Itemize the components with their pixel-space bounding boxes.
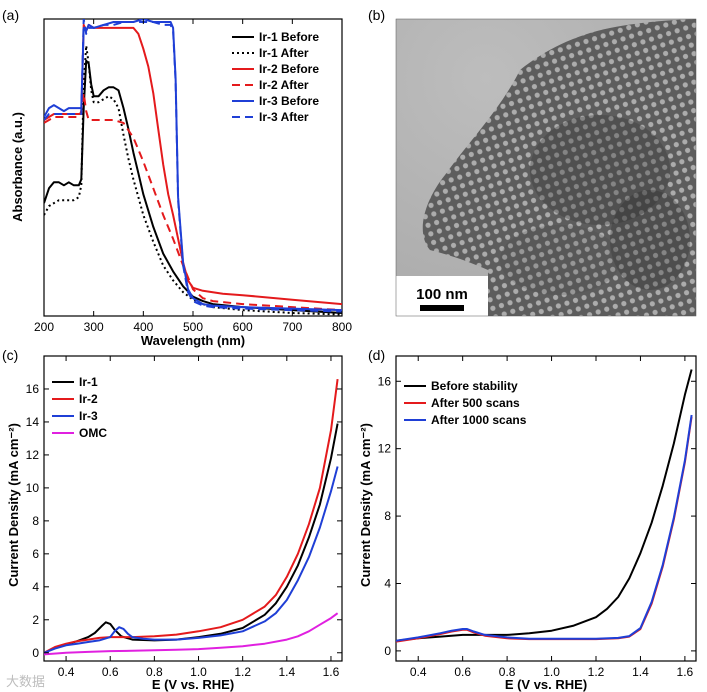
- x-tick-label: 0.8: [499, 665, 516, 679]
- x-tick-label: 600: [233, 320, 253, 334]
- x-tick-label: 800: [332, 320, 352, 334]
- watermark: 大数据: [6, 674, 45, 689]
- legend-label: Ir-1 Before: [259, 30, 319, 44]
- x-tick-label: 1.0: [543, 665, 560, 679]
- series-line-ir-3: [44, 466, 339, 654]
- series-line-ir-1: [44, 423, 339, 654]
- panel-label-c: (c): [2, 347, 18, 363]
- chart-a: 200 300 400 500 600 700 800 Wavelength (nm) Abso…: [10, 18, 352, 348]
- legend-label: Ir-2 After: [259, 78, 309, 92]
- legend-label: OMC: [79, 426, 107, 440]
- y-axis-title: Current Density (mA cm⁻²): [358, 423, 373, 587]
- x-tick-label: 200: [34, 320, 54, 334]
- legend-label: After 500 scans: [431, 396, 520, 410]
- scale-bar: [420, 305, 464, 311]
- legend-label: Ir-2: [79, 392, 98, 406]
- x-tick-label: 0.4: [58, 665, 75, 679]
- y-tick-label: 8: [32, 514, 39, 528]
- legend-label: Ir-3 Before: [259, 94, 319, 108]
- y-axis-title: Current Density (mA cm⁻²): [6, 423, 21, 587]
- series-line-ir-3-after: [44, 19, 342, 313]
- x-tick-label: 300: [84, 320, 104, 334]
- y-tick-label: 14: [26, 415, 40, 429]
- x-axis-title: Wavelength (nm): [141, 333, 245, 348]
- panel-label-d: (d): [368, 347, 385, 363]
- x-axis-title: E (V vs. RHE): [152, 677, 234, 692]
- x-tick-label: 1.2: [588, 665, 605, 679]
- y-tick-label: 10: [26, 481, 40, 495]
- legend-label: Ir-2 Before: [259, 62, 319, 76]
- y-tick-label: 2: [32, 613, 39, 627]
- series-line-ir-2-after: [44, 92, 342, 312]
- x-tick-label: 700: [282, 320, 302, 334]
- series-line-ir-2: [44, 378, 339, 654]
- y-tick-label: 4: [32, 580, 39, 594]
- y-tick-label: 4: [384, 576, 391, 590]
- x-tick-label: 500: [183, 320, 203, 334]
- y-tick-label: 12: [26, 448, 40, 462]
- x-tick-label: 1.6: [677, 665, 694, 679]
- x-tick-label: 1.0: [190, 665, 207, 679]
- x-tick-label: 0.6: [454, 665, 471, 679]
- y-axis-title: Absorbance (a.u.): [10, 112, 25, 222]
- y-tick-label: 6: [32, 547, 39, 561]
- legend-label: After 1000 scans: [431, 413, 527, 427]
- panel-label-b: (b): [368, 7, 385, 23]
- x-tick-label: 400: [133, 320, 153, 334]
- chart-d: 0.4 0.6 0.8 1.0 1.2 1.4 1.6 0 4 8 12 16 E (V vs. RHE…: [358, 355, 697, 692]
- legend-label: Before stability: [431, 379, 518, 393]
- x-tick-label: 1.6: [323, 665, 340, 679]
- panel-label-a: (a): [2, 7, 19, 23]
- y-tick-label: 0: [32, 646, 39, 660]
- series-line-omc: [44, 612, 339, 656]
- y-tick-label: 16: [378, 374, 392, 388]
- legend-label: Ir-3: [79, 409, 98, 423]
- x-tick-label: 0.6: [102, 665, 119, 679]
- x-axis-title: E (V vs. RHE): [505, 677, 587, 692]
- x-tick-label: 1.4: [632, 665, 649, 679]
- legend-label: Ir-1 After: [259, 46, 309, 60]
- scale-bar-label: 100 nm: [416, 286, 468, 303]
- x-tick-label: 1.2: [234, 665, 251, 679]
- y-tick-label: 16: [26, 382, 40, 396]
- legend-label: Ir-3 After: [259, 110, 309, 124]
- legend-label: Ir-1: [79, 375, 98, 389]
- y-tick-label: 12: [378, 442, 392, 456]
- y-tick-label: 0: [384, 644, 391, 658]
- plot-frame: [395, 355, 697, 662]
- series-line-after-1000-scans: [396, 414, 693, 642]
- x-tick-label: 1.4: [278, 665, 295, 679]
- x-tick-label: 0.4: [410, 665, 427, 679]
- x-tick-label: 0.8: [146, 665, 163, 679]
- plot-frame: [43, 355, 343, 662]
- series-line-before-stability: [396, 369, 693, 642]
- tem-image: [396, 19, 696, 316]
- chart-c: 0.4 0.6 0.8 1.0 1.2 1.4 1.6 0 2 4 6 8 10 12 14 16 E (V v…: [6, 355, 343, 692]
- y-tick-label: 8: [384, 509, 391, 523]
- series-line-after-500-scans: [396, 416, 693, 643]
- series-line-ir-1-after: [44, 44, 342, 316]
